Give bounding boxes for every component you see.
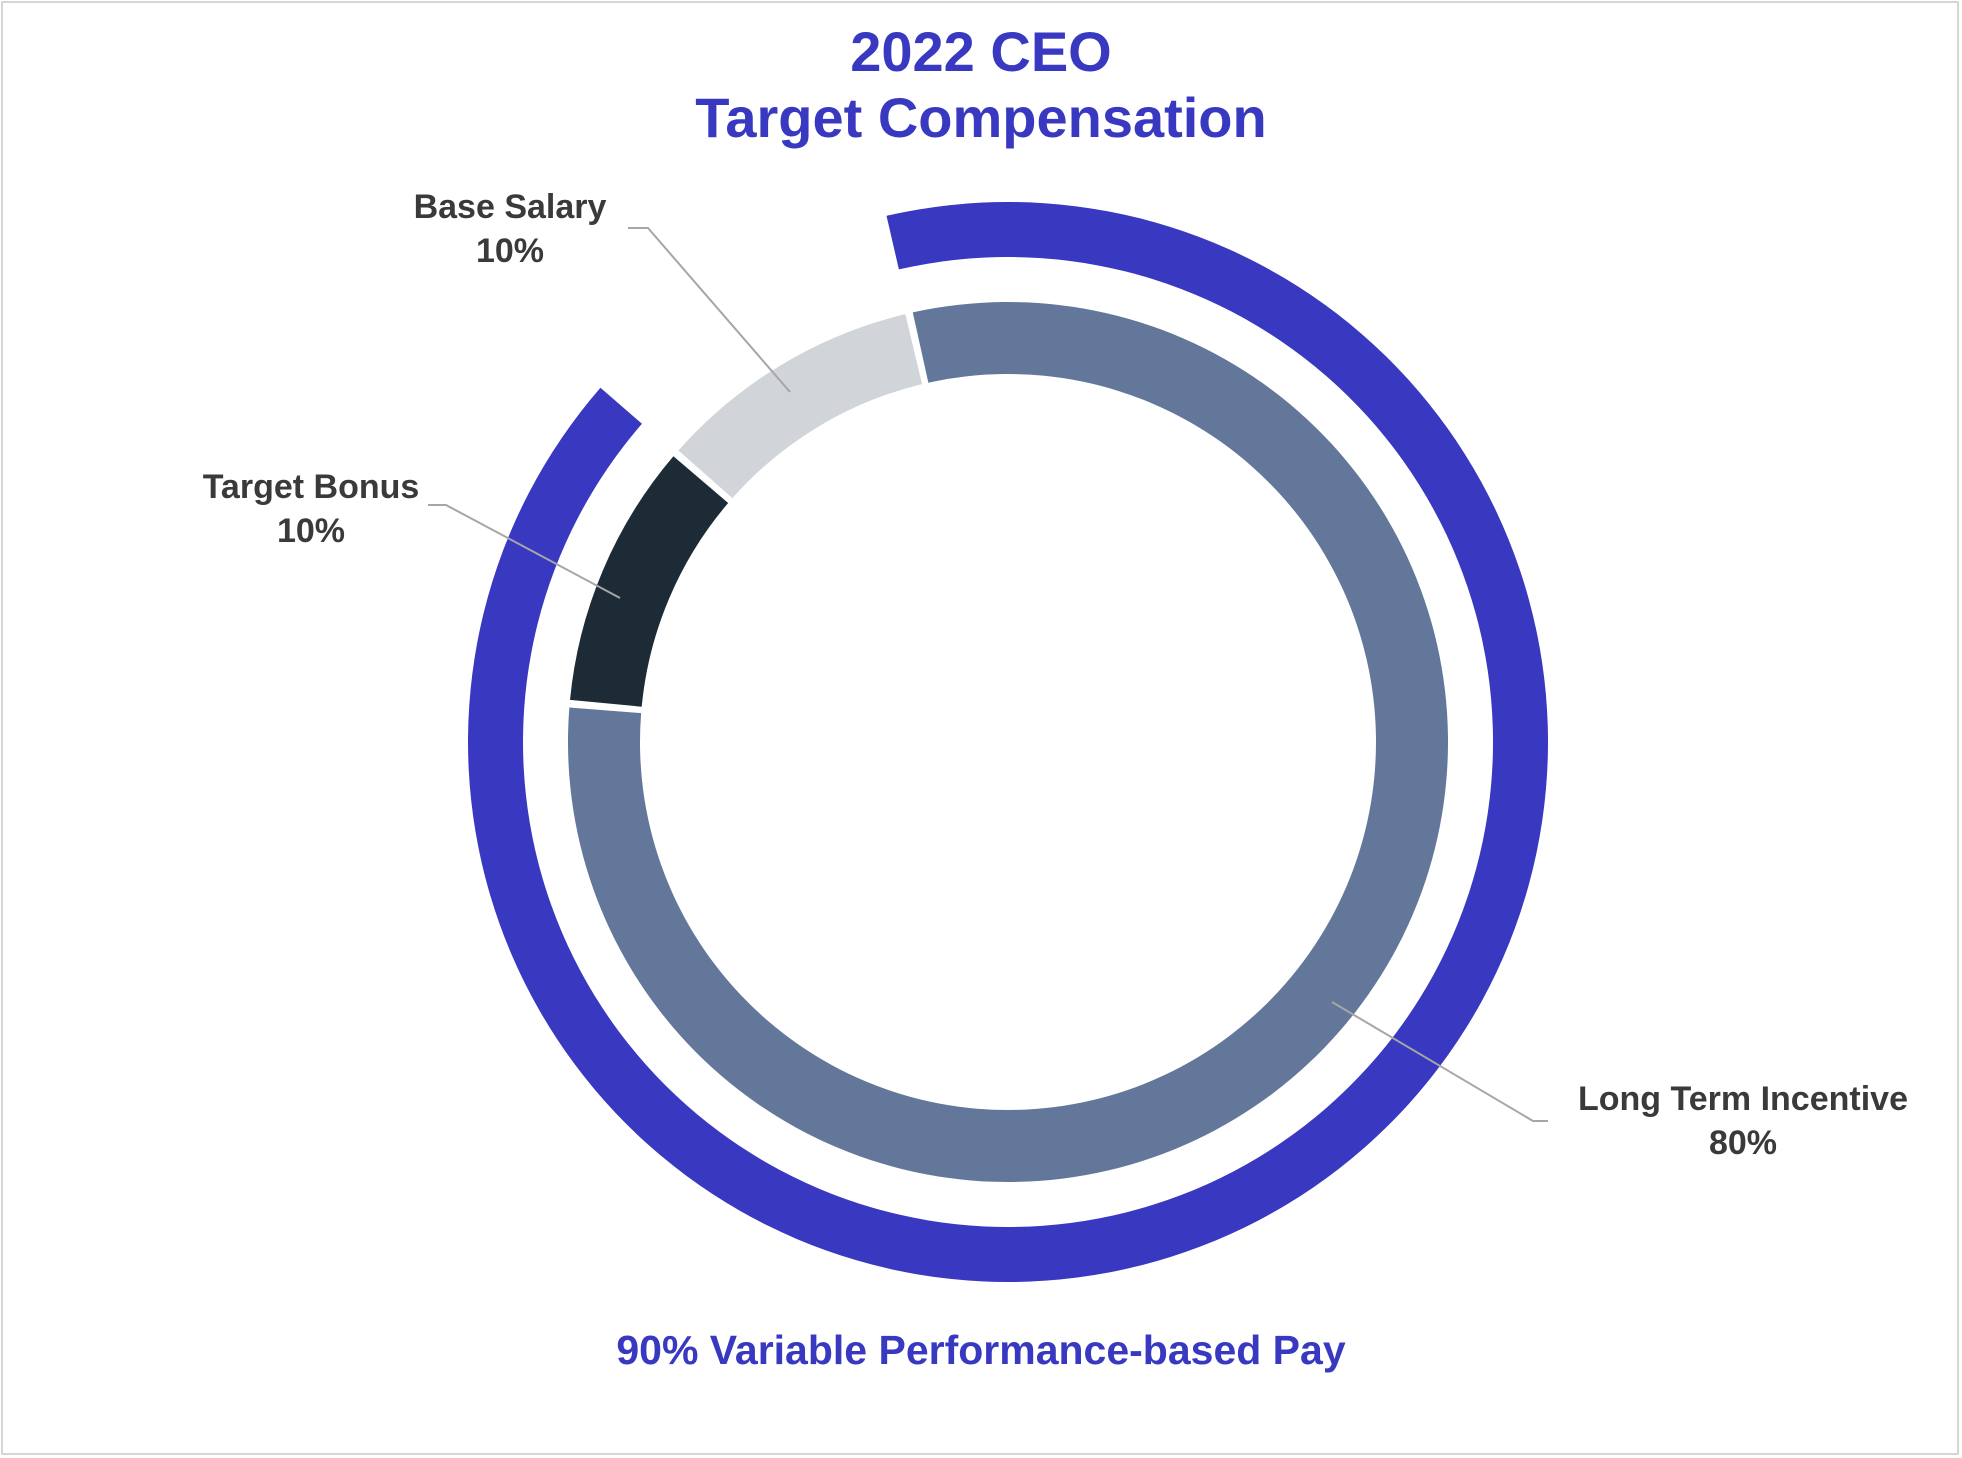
leader-line-base-salary: [628, 227, 791, 393]
chart-title-line-1: 2022 CEO: [850, 20, 1112, 83]
leader-line-target-bonus: [428, 504, 621, 599]
label-base-salary-value: 10%: [476, 232, 544, 270]
label-base-salary-name: Base Salary: [414, 188, 607, 226]
label-long-term-incentive-value: 80%: [1709, 1124, 1777, 1162]
label-target-bonus-value: 10%: [277, 512, 345, 550]
slice-target-bonus: [570, 456, 729, 707]
slice-base-salary: [678, 314, 923, 499]
leader-line-long-term-incentive: [1331, 1001, 1548, 1122]
label-long-term-incentive-name: Long Term Incentive: [1578, 1080, 1908, 1118]
label-target-bonus-name: Target Bonus: [203, 468, 420, 506]
chart-title-line-2: Target Compensation: [695, 86, 1267, 149]
variable-pay-label: 90% Variable Performance-based Pay: [616, 1327, 1346, 1373]
